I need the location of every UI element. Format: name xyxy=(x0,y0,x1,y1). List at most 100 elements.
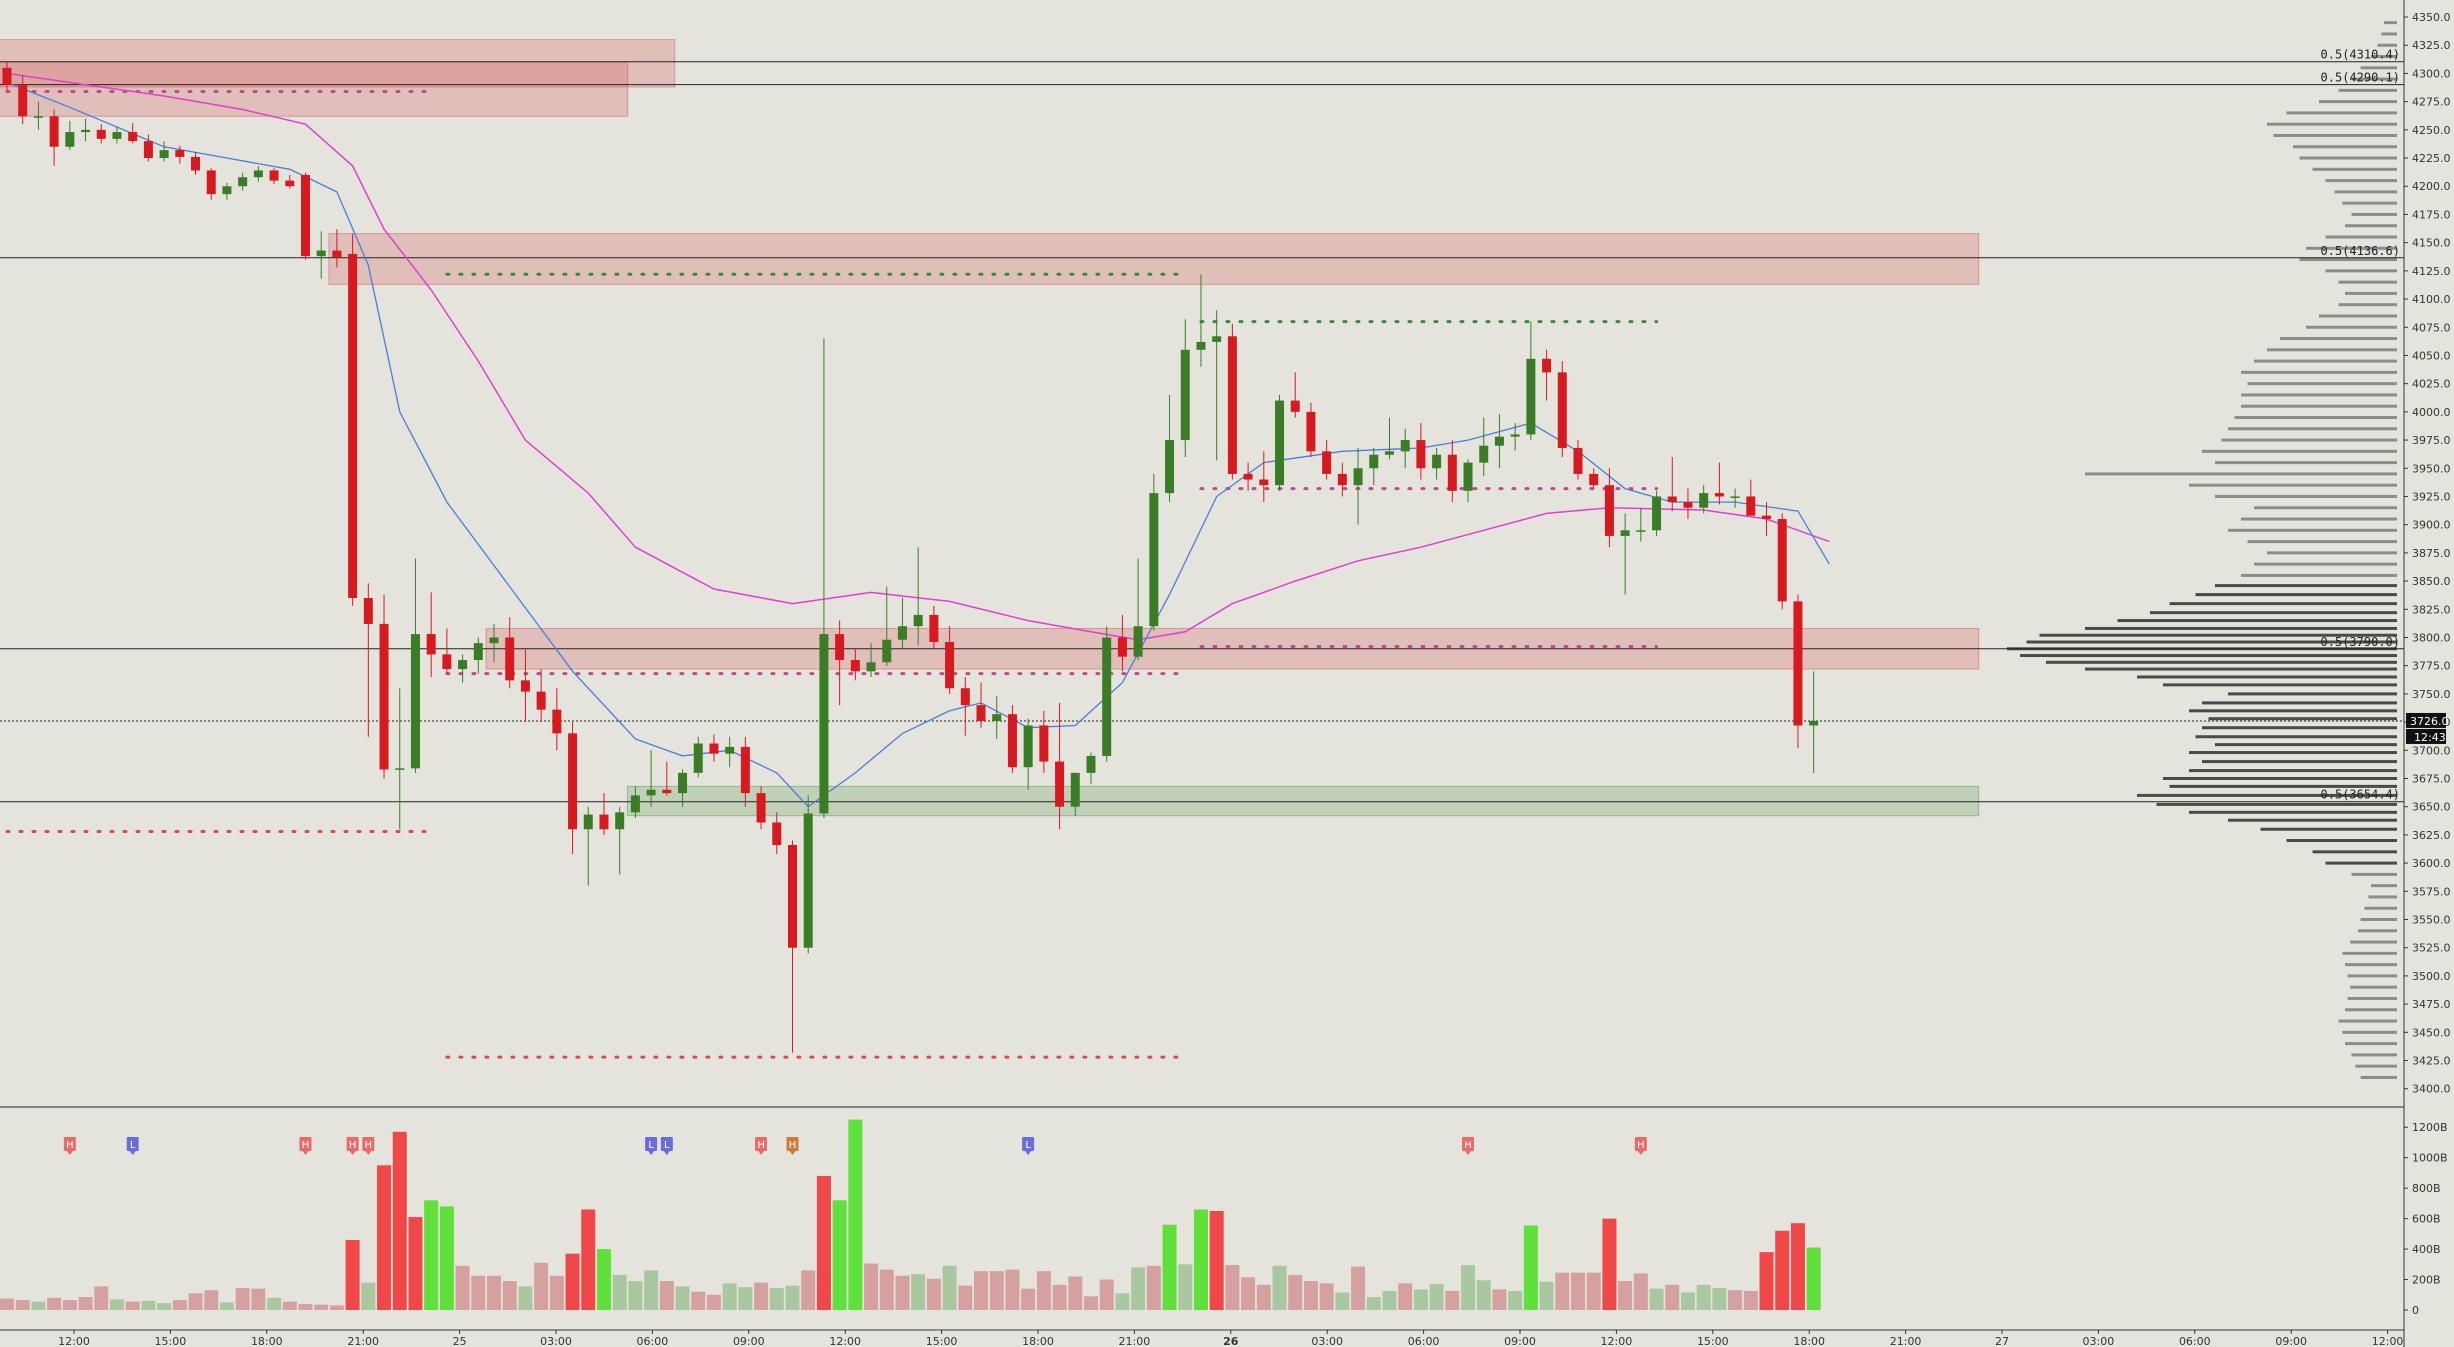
volume-bar xyxy=(1256,1284,1271,1310)
volume-bar xyxy=(785,1285,800,1310)
candle xyxy=(1463,459,1473,503)
volume-tick-label: 0 xyxy=(2412,1304,2419,1317)
candle-body xyxy=(976,705,986,721)
candle xyxy=(1573,440,1583,480)
price-tick-label: 3975.0 xyxy=(2412,434,2451,447)
volume-bar xyxy=(1539,1281,1554,1310)
candle xyxy=(897,597,907,649)
candle xyxy=(1165,394,1175,503)
volume-profile-bar xyxy=(2026,640,2397,644)
volume-bar xyxy=(1272,1265,1287,1310)
price-tick-label: 3925.0 xyxy=(2412,490,2451,503)
volume-profile-bar xyxy=(2254,506,2397,510)
volume-profile-bar xyxy=(2312,167,2397,171)
volume-bar xyxy=(1728,1290,1743,1310)
price-tick-label: 3425.0 xyxy=(2412,1055,2451,1068)
volume-profile-bar xyxy=(2325,235,2397,239)
candle-body xyxy=(18,84,28,117)
volume-marker: H xyxy=(299,1137,312,1155)
candle-body xyxy=(206,170,216,195)
candle xyxy=(536,669,546,723)
candle xyxy=(1384,417,1394,460)
candle-body xyxy=(1542,358,1552,373)
time-tick-label: 12:00 xyxy=(2372,1335,2404,1347)
candle xyxy=(678,769,688,807)
volume-bar xyxy=(1775,1230,1790,1310)
time-tick-label: 09:00 xyxy=(2275,1335,2307,1347)
volume-profile-bar xyxy=(2189,709,2397,713)
level-label: 0.5(3790.0) xyxy=(2321,635,2400,649)
candle xyxy=(756,786,766,830)
candle xyxy=(850,648,860,681)
volume-bar xyxy=(1303,1281,1318,1310)
candle-body xyxy=(222,186,232,195)
candle-body xyxy=(1243,473,1253,480)
volume-bar xyxy=(282,1301,297,1310)
volume-layer xyxy=(0,1119,1821,1310)
candle xyxy=(191,152,201,175)
volume-bar xyxy=(974,1271,989,1310)
candle-body xyxy=(709,743,719,754)
volume-bar xyxy=(424,1200,439,1310)
candle-body xyxy=(1275,400,1285,486)
price-tick-label: 3450.0 xyxy=(2412,1026,2451,1039)
time-tick-label: 09:00 xyxy=(1504,1335,1536,1347)
candle xyxy=(143,134,153,162)
candle xyxy=(300,172,310,260)
volume-profile-bar xyxy=(2202,701,2397,705)
candle-body xyxy=(238,177,248,187)
volume-bar xyxy=(1665,1284,1680,1310)
volume-profile-bar xyxy=(2020,654,2397,658)
volume-bar xyxy=(1115,1293,1130,1310)
candle-body xyxy=(253,170,263,178)
volume-profile-bar xyxy=(2156,802,2397,806)
candle-body xyxy=(300,174,310,257)
volume-marker-tip xyxy=(663,1151,670,1155)
volume-marker-box xyxy=(346,1137,359,1151)
volume-profile-bar xyxy=(2267,122,2397,126)
volume-bar xyxy=(314,1304,329,1310)
candle-body xyxy=(363,597,373,624)
candle xyxy=(1432,447,1442,480)
volume-profile-bar xyxy=(2377,43,2397,47)
candle xyxy=(929,605,939,649)
candle xyxy=(1793,594,1803,749)
candle-body xyxy=(1227,336,1237,474)
candle xyxy=(159,141,169,162)
volume-profile-bar xyxy=(2273,133,2397,137)
volume-profile-bar xyxy=(2228,692,2397,696)
volume-marker-text: H xyxy=(302,1140,310,1151)
volume-bar xyxy=(157,1303,172,1310)
candle-body xyxy=(426,634,436,655)
volume-marker: H xyxy=(362,1137,375,1155)
candle-body xyxy=(803,813,813,948)
candle-body xyxy=(693,743,703,773)
volume-profile-bar xyxy=(2202,449,2397,453)
volume-bar xyxy=(958,1285,973,1310)
volume-profile-bar xyxy=(2241,370,2397,374)
time-tick-label: 06:00 xyxy=(1408,1335,1440,1347)
candle xyxy=(1620,513,1630,595)
volume-bar xyxy=(1586,1272,1601,1310)
volume-tick-label: 400B xyxy=(2412,1243,2441,1256)
volume-profile-bar xyxy=(2241,393,2397,397)
candle xyxy=(1526,321,1536,441)
candle xyxy=(1180,319,1190,457)
volume-profile-bar xyxy=(2325,179,2397,183)
candle xyxy=(442,628,452,674)
time-tick-label: 21:00 xyxy=(1890,1335,1922,1347)
candle xyxy=(316,231,326,279)
volume-marker-text: L xyxy=(664,1140,670,1151)
volume-profile-bar xyxy=(2241,404,2397,408)
price-tick-label: 4025.0 xyxy=(2412,378,2451,391)
candle-body xyxy=(1165,440,1175,494)
price-tick-label: 4350.0 xyxy=(2412,11,2451,24)
candle-body xyxy=(1306,411,1316,452)
zones-layer xyxy=(0,39,1980,817)
volume-profile-bar xyxy=(2189,769,2397,773)
volume-bar xyxy=(1005,1269,1020,1310)
candle-body xyxy=(568,733,578,830)
volume-marker-tip xyxy=(1637,1151,1644,1155)
